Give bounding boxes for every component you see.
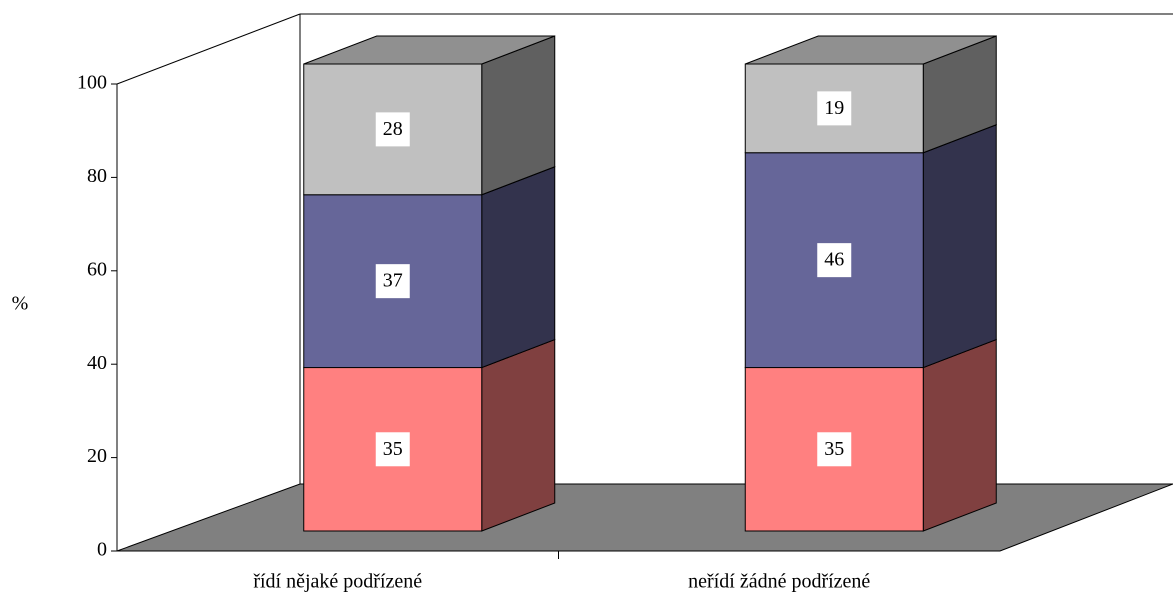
data-label-box: [375, 112, 410, 147]
y-tick-label: 20: [87, 445, 107, 467]
data-label-box: [817, 91, 852, 126]
data-label-box: [375, 432, 410, 467]
data-label: 28: [383, 118, 403, 140]
data-label-box: [817, 432, 852, 467]
x-tick-label: neřídí žádné podřízené: [688, 571, 870, 593]
data-label: 35: [383, 438, 403, 460]
bar-side: [481, 166, 556, 369]
x-tick-label: řídí nějaké podřízené: [253, 571, 422, 593]
y-tick-label: 80: [87, 165, 107, 187]
data-label: 46: [824, 249, 844, 271]
y-axis-label: %: [12, 293, 29, 315]
data-label: 37: [383, 270, 403, 292]
wall-edge: [116, 13, 301, 85]
floor: [116, 483, 1173, 552]
y-tick-label: 100: [77, 72, 107, 94]
data-label-box: [375, 264, 410, 299]
y-tick-label: 40: [87, 352, 107, 374]
bar-side: [481, 338, 556, 532]
y-tick-label: 60: [87, 258, 107, 280]
bar-side: [922, 124, 997, 369]
data-label-box: [817, 243, 852, 278]
bar-side: [922, 338, 997, 532]
data-label: 35: [824, 438, 844, 460]
data-label: 19: [824, 97, 844, 119]
y-tick-label: 0: [97, 539, 107, 561]
